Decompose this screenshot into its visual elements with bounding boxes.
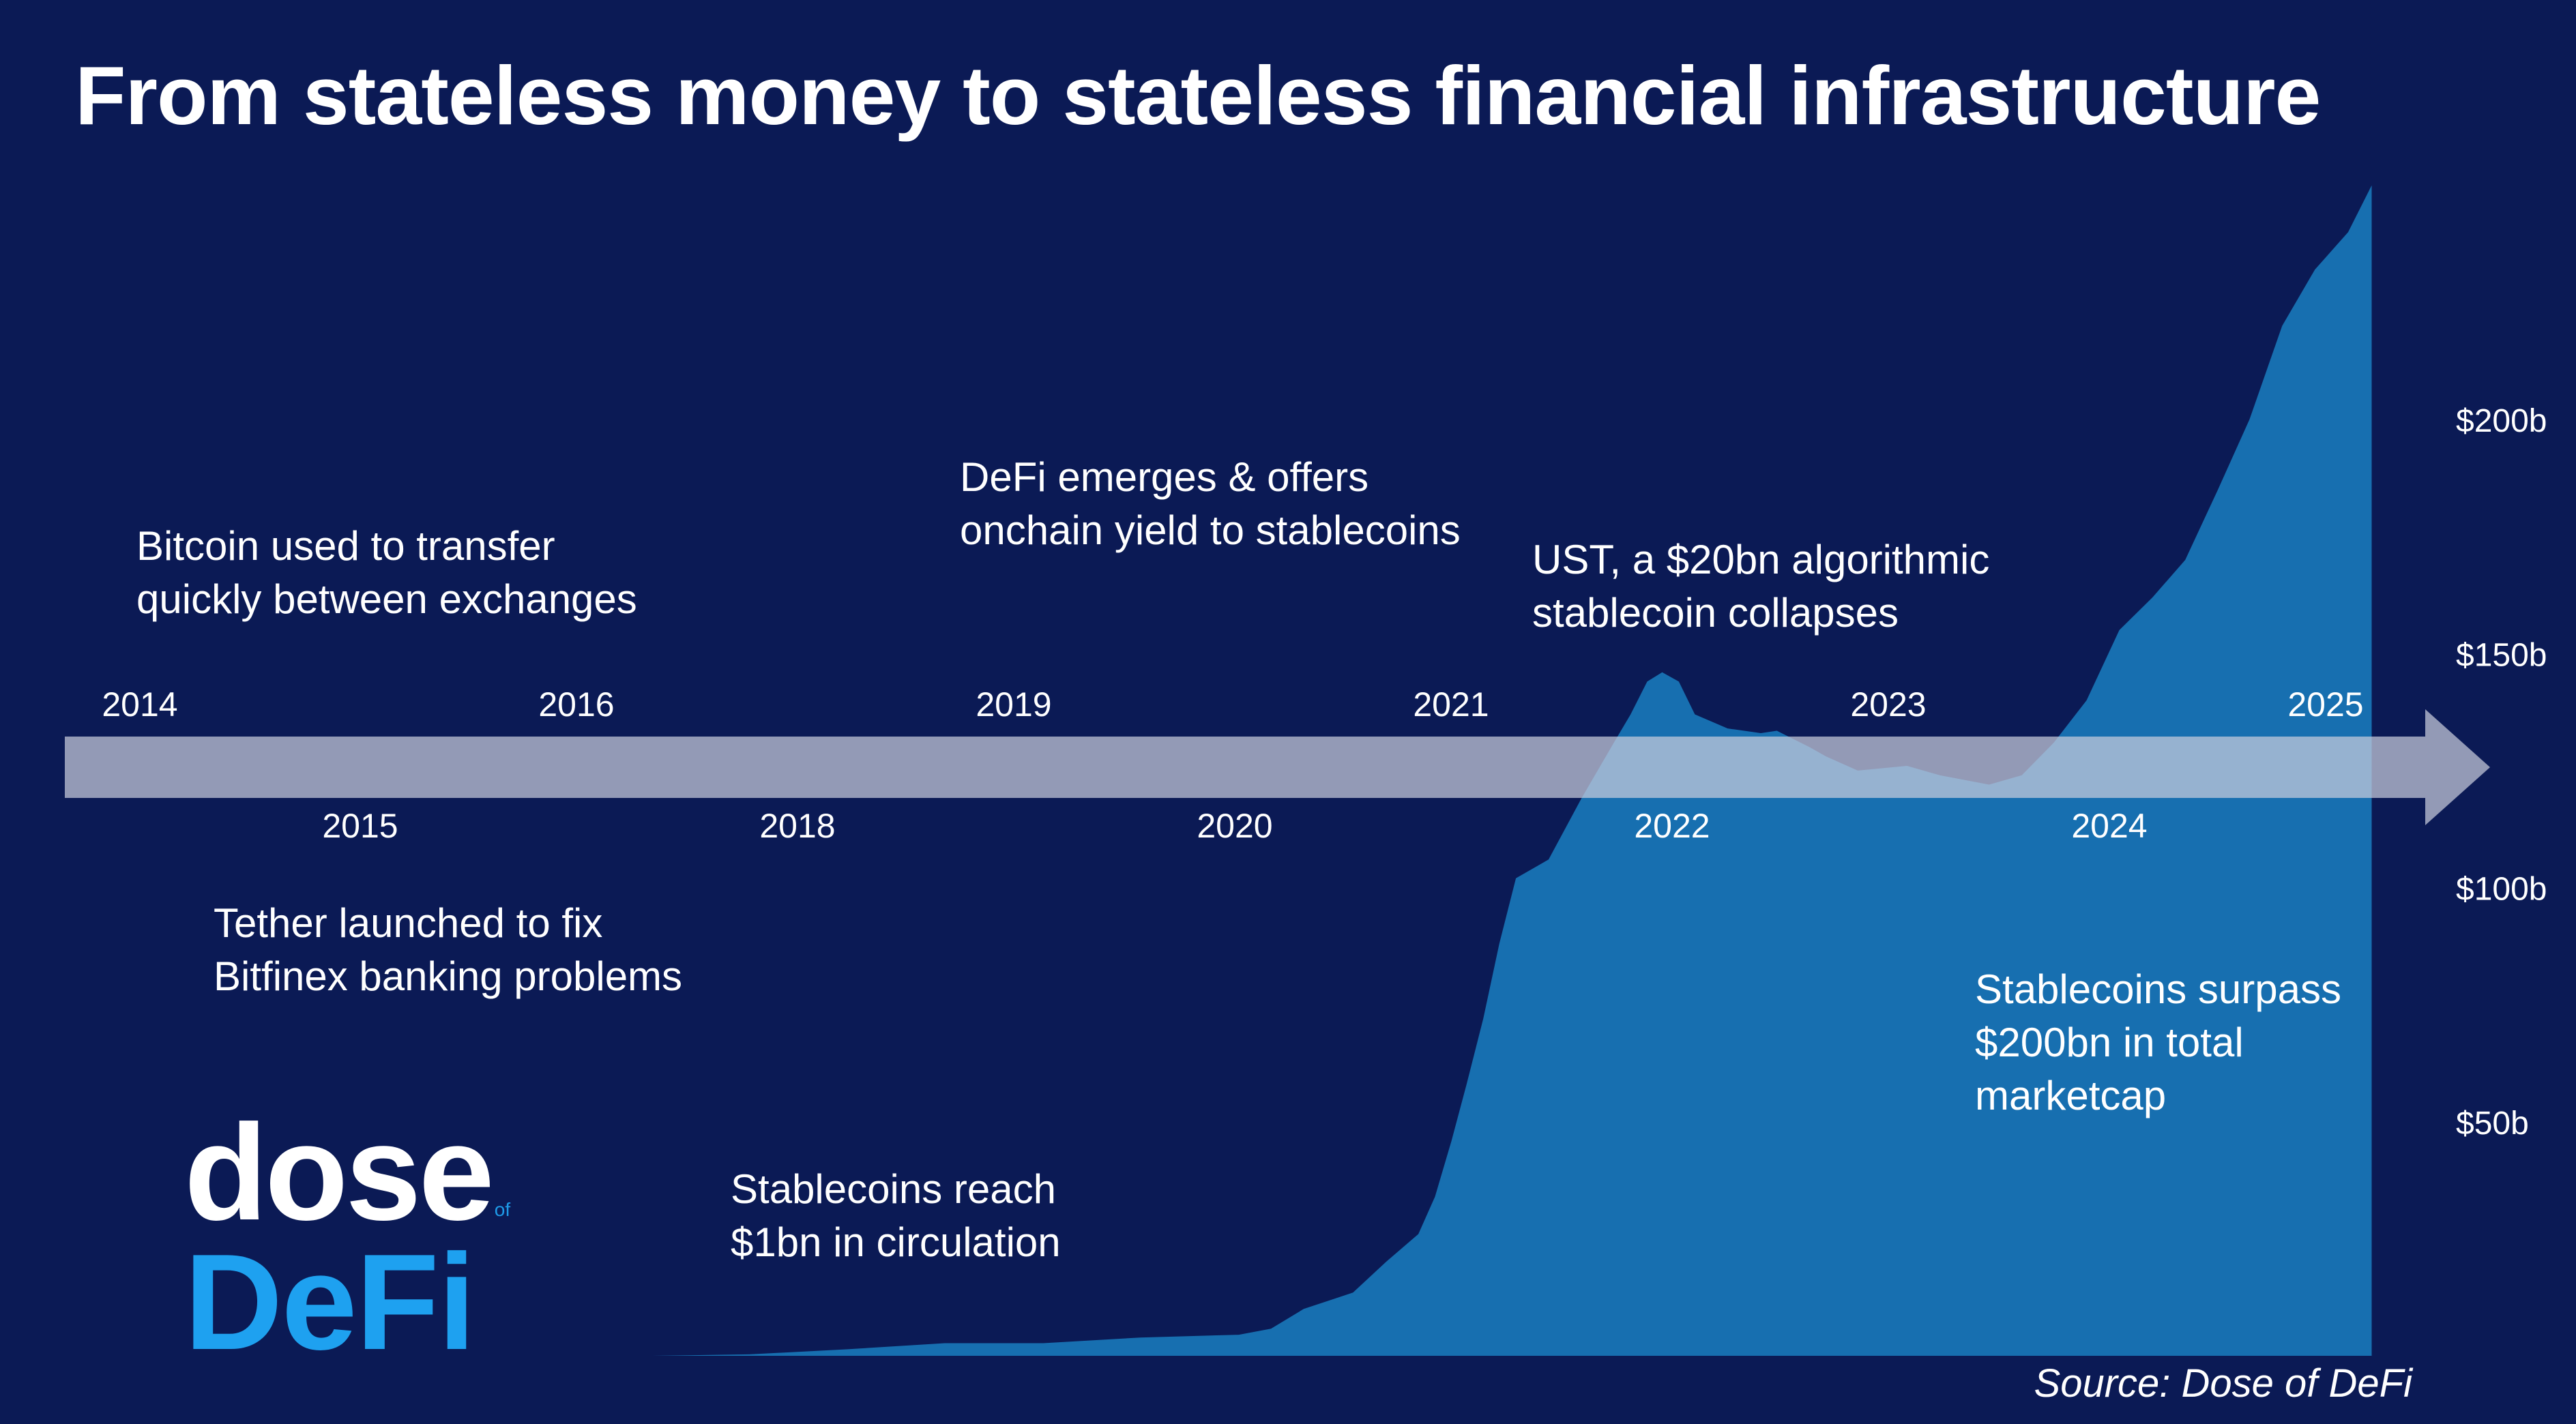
year-label-2019: 2019: [976, 685, 1051, 724]
annotation-line: $200bn in total: [1975, 1020, 2244, 1065]
annotation-line: onchain yield to stablecoins: [960, 507, 1461, 553]
logo-of-text: of: [494, 1199, 511, 1220]
annotation-line: UST, a $20bn algorithmic: [1532, 537, 1990, 582]
annotation-line: DeFi emerges & offers: [960, 454, 1369, 500]
annotation-line: marketcap: [1975, 1073, 2167, 1118]
logo-defi-text: DeFi: [184, 1226, 475, 1378]
annotation-line: $1bn in circulation: [731, 1219, 1061, 1265]
annotation-line: Bitcoin used to transfer: [136, 523, 555, 569]
annotation-bitcoin: Bitcoin used to transfer quickly between…: [136, 520, 637, 626]
year-label-2016: 2016: [538, 685, 614, 724]
marketcap-area: [652, 185, 2372, 1356]
source-caption: Source: Dose of DeFi: [2034, 1361, 2412, 1406]
year-label-2018: 2018: [759, 807, 835, 845]
annotation-line: Stablecoins reach: [731, 1166, 1056, 1212]
year-label-2023: 2023: [1850, 685, 1926, 724]
annotation-defi: DeFi emerges & offers onchain yield to s…: [960, 451, 1461, 557]
annotation-line: Stablecoins surpass: [1975, 966, 2341, 1012]
annotation-1bn: Stablecoins reach $1bn in circulation: [731, 1163, 1061, 1269]
year-label-2015: 2015: [322, 807, 398, 845]
year-label-2022: 2022: [1634, 807, 1710, 845]
year-label-2025: 2025: [2287, 685, 2363, 724]
timeline-arrow: [65, 709, 2490, 825]
dose-of-defi-logo: dose of DeFi: [184, 1097, 511, 1378]
timeline-year-labels: 2014 2016 2019 2021 2023 2025 2015 2018 2020 2022…: [102, 685, 2363, 845]
slide-title: From stateless money to stateless financ…: [75, 49, 2321, 142]
annotation-200bn: Stablecoins surpass $200bn in total mark…: [1975, 963, 2341, 1123]
logo-dose-text: dose: [184, 1097, 495, 1249]
annotation-line: quickly between exchanges: [136, 576, 637, 622]
year-label-2021: 2021: [1413, 685, 1489, 724]
annotation-line: Tether launched to fix: [214, 900, 603, 946]
annotation-tether: Tether launched to fix Bitfinex banking …: [214, 897, 682, 1003]
y-axis-tick-labels: $50b $100b $150b $200b: [2456, 403, 2547, 1142]
year-label-2024: 2024: [2071, 807, 2147, 845]
y-tick-label: $100b: [2456, 872, 2547, 908]
year-label-2020: 2020: [1197, 807, 1272, 845]
annotation-ust: UST, a $20bn algorithmic stablecoin coll…: [1532, 533, 1989, 640]
annotation-line: Bitfinex banking problems: [214, 953, 683, 999]
y-tick-label: $150b: [2456, 637, 2547, 673]
y-tick-label: $200b: [2456, 403, 2547, 439]
annotation-line: stablecoin collapses: [1532, 590, 1899, 636]
y-tick-label: $50b: [2456, 1106, 2529, 1142]
year-label-2014: 2014: [102, 685, 177, 724]
